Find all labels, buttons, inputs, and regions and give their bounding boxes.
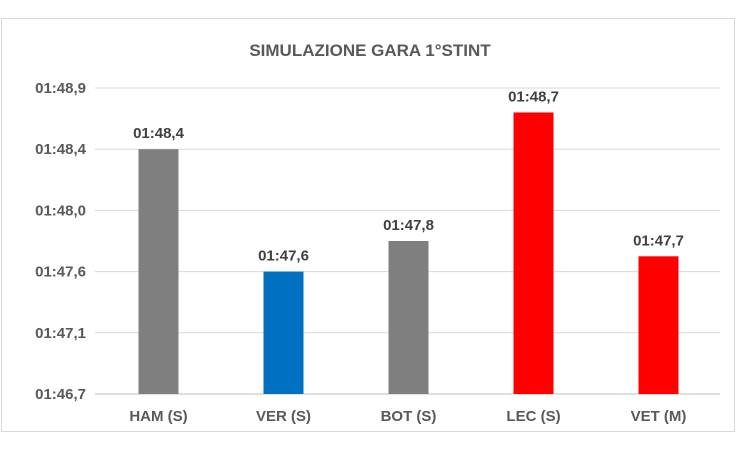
chart-frame (1, 18, 735, 432)
chart-title: SIMULAZIONE GARA 1°STINT (249, 41, 491, 60)
x-axis-categories: HAM (S) VER (S) BOT (S) LEC (S) VET (M) (129, 408, 686, 425)
x-category-label: HAM (S) (129, 408, 187, 425)
bar (388, 241, 429, 394)
bars (138, 112, 679, 394)
y-tick-label: 01:48,0 (35, 202, 86, 219)
data-label: 01:47,6 (258, 248, 309, 265)
x-category-label: BOT (S) (381, 408, 437, 425)
bar (638, 256, 679, 394)
y-tick-label: 01:48,9 (35, 80, 86, 97)
y-tick-label: 01:46,7 (35, 386, 86, 403)
bar (263, 271, 304, 394)
bar (138, 149, 179, 394)
y-tick-label: 01:48,4 (35, 141, 87, 158)
data-label: 01:47,8 (383, 217, 434, 234)
data-labels: 01:48,4 01:47,6 01:47,8 01:48,7 01:47,7 (133, 88, 684, 264)
data-label: 01:48,7 (508, 88, 559, 105)
data-label: 01:48,4 (133, 125, 185, 142)
gridlines (95, 87, 720, 395)
bar (513, 112, 554, 394)
y-axis-ticks: 01:46,7 01:47,1 01:47,6 01:48,0 01:48,4 01:48… (35, 80, 87, 403)
data-label: 01:47,7 (633, 232, 684, 249)
x-category-label: VET (M) (631, 408, 687, 425)
y-tick-label: 01:47,1 (35, 325, 86, 342)
x-category-label: LEC (S) (506, 408, 560, 425)
y-tick-label: 01:47,6 (35, 264, 86, 281)
x-category-label: VER (S) (256, 408, 311, 425)
